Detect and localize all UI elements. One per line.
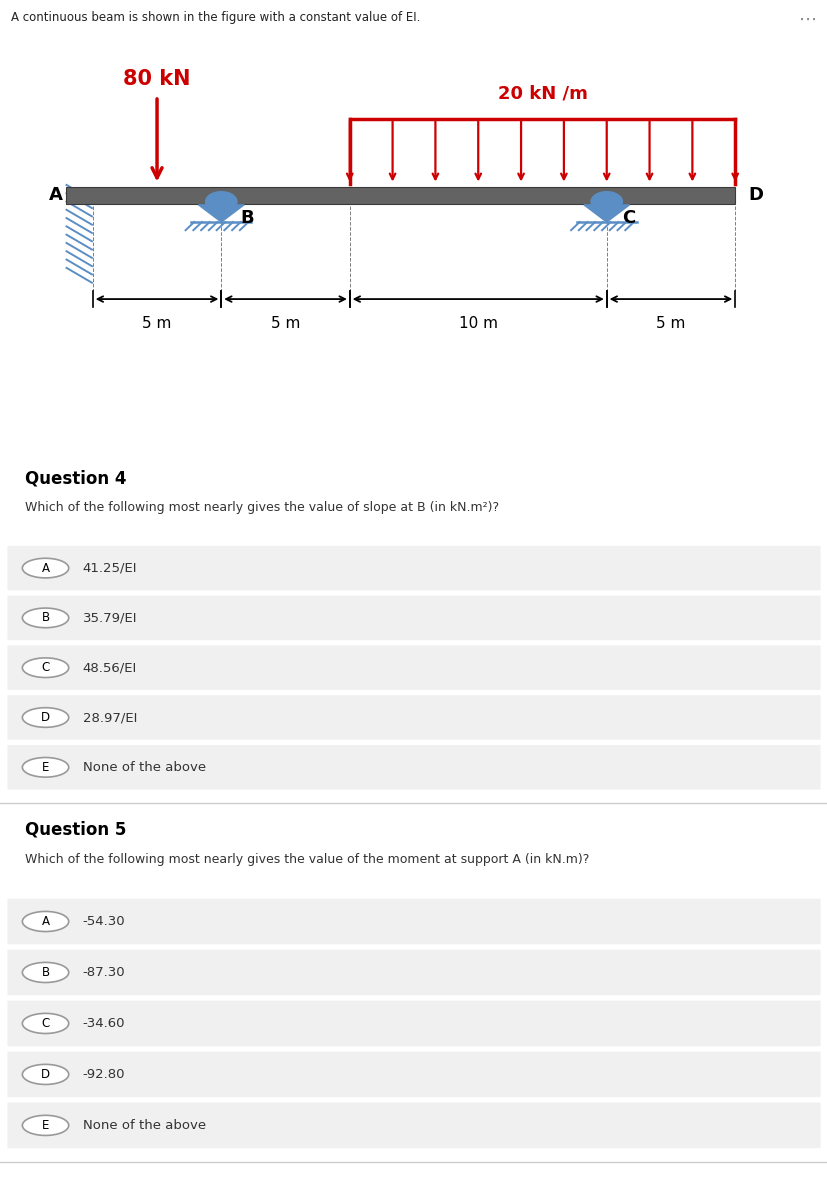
- Text: Which of the following most nearly gives the value of slope at B (in kN.m²)?: Which of the following most nearly gives…: [25, 501, 499, 514]
- Circle shape: [22, 758, 69, 777]
- Text: 20 kN /m: 20 kN /m: [497, 85, 586, 102]
- Polygon shape: [583, 205, 629, 222]
- FancyBboxPatch shape: [7, 1000, 820, 1046]
- Text: 35.79/EI: 35.79/EI: [83, 611, 137, 624]
- FancyBboxPatch shape: [7, 546, 820, 591]
- Circle shape: [22, 911, 69, 931]
- Circle shape: [205, 192, 237, 212]
- Text: 10 m: 10 m: [458, 317, 497, 331]
- FancyBboxPatch shape: [7, 899, 820, 944]
- Text: E: E: [42, 1119, 49, 1132]
- Text: B: B: [41, 966, 50, 979]
- Text: -54.30: -54.30: [83, 915, 125, 927]
- Circle shape: [22, 609, 69, 627]
- Text: Which of the following most nearly gives the value of the moment at support A (i: Which of the following most nearly gives…: [25, 853, 589, 866]
- FancyBboxPatch shape: [7, 950, 820, 996]
- Bar: [65, 187, 734, 204]
- Text: E: E: [42, 760, 49, 773]
- Circle shape: [22, 1013, 69, 1033]
- Circle shape: [22, 963, 69, 983]
- Text: 48.56/EI: 48.56/EI: [83, 661, 137, 674]
- Text: B: B: [41, 611, 50, 624]
- Circle shape: [22, 658, 69, 678]
- FancyBboxPatch shape: [7, 1051, 820, 1097]
- Text: C: C: [622, 210, 635, 227]
- Text: A: A: [41, 561, 50, 574]
- Text: -87.30: -87.30: [83, 966, 125, 979]
- Circle shape: [22, 1116, 69, 1136]
- Text: -92.80: -92.80: [83, 1068, 125, 1080]
- Text: None of the above: None of the above: [83, 1119, 206, 1132]
- Text: Question 5: Question 5: [25, 820, 126, 838]
- Polygon shape: [198, 205, 244, 222]
- FancyBboxPatch shape: [7, 645, 820, 690]
- Text: A: A: [49, 186, 63, 205]
- Text: D: D: [41, 711, 50, 724]
- Text: -34.60: -34.60: [83, 1017, 125, 1030]
- Circle shape: [22, 707, 69, 727]
- FancyBboxPatch shape: [7, 745, 820, 790]
- Text: 80 kN: 80 kN: [123, 69, 190, 89]
- Bar: [65, 185, 93, 267]
- Circle shape: [590, 192, 622, 212]
- Text: D: D: [41, 1068, 50, 1080]
- Text: D: D: [747, 186, 762, 205]
- FancyBboxPatch shape: [7, 596, 820, 640]
- Text: ⋯: ⋯: [798, 12, 816, 29]
- Text: None of the above: None of the above: [83, 760, 206, 773]
- Text: 5 m: 5 m: [142, 317, 171, 331]
- Text: C: C: [41, 661, 50, 674]
- Circle shape: [22, 558, 69, 578]
- FancyBboxPatch shape: [7, 1103, 820, 1149]
- FancyBboxPatch shape: [7, 696, 820, 740]
- Circle shape: [22, 1064, 69, 1084]
- Text: B: B: [241, 210, 254, 227]
- Text: 5 m: 5 m: [270, 317, 300, 331]
- Text: A: A: [41, 915, 50, 927]
- Text: Question 4: Question 4: [25, 470, 127, 487]
- Text: A continuous beam is shown in the figure with a constant value of EI.: A continuous beam is shown in the figure…: [11, 12, 419, 25]
- Text: 41.25/EI: 41.25/EI: [83, 561, 137, 574]
- Text: C: C: [41, 1017, 50, 1030]
- Text: 28.97/EI: 28.97/EI: [83, 711, 137, 724]
- Text: 5 m: 5 m: [656, 317, 685, 331]
